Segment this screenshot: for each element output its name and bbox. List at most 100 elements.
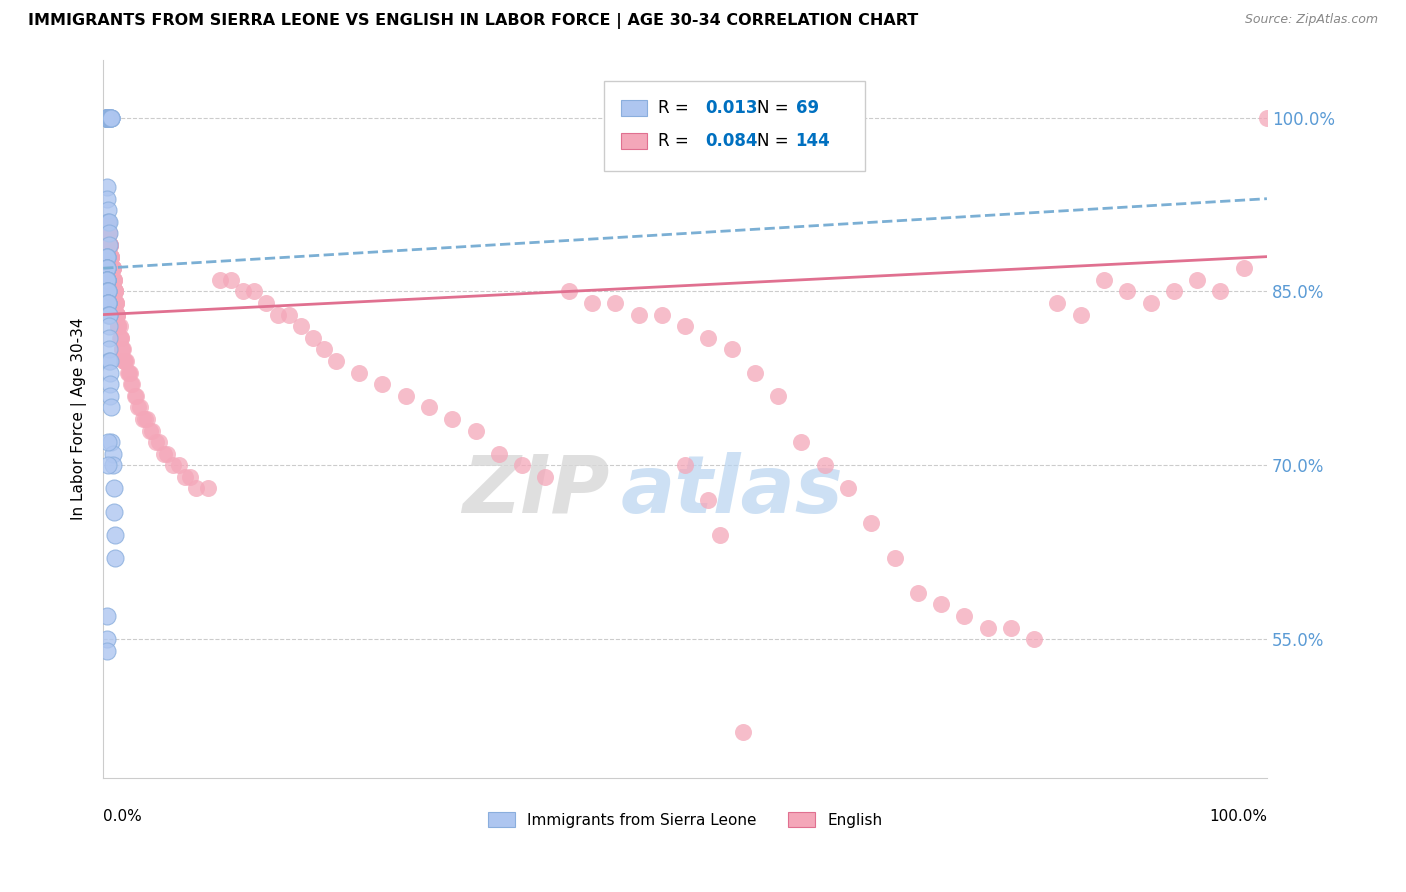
Text: R =: R =	[658, 99, 695, 117]
Point	[104, 285, 127, 299]
Point	[107, 319, 129, 334]
Point	[156, 447, 179, 461]
Point	[97, 285, 120, 299]
Point	[96, 273, 118, 287]
Point	[1024, 632, 1046, 647]
Point	[162, 458, 184, 473]
Text: 100.0%: 100.0%	[1209, 809, 1267, 824]
Point	[101, 458, 124, 473]
Point	[110, 331, 132, 345]
Point	[883, 551, 905, 566]
Point	[325, 354, 347, 368]
Point	[112, 354, 135, 368]
Point	[129, 401, 152, 415]
Point	[720, 343, 742, 357]
Point	[104, 551, 127, 566]
Point	[97, 203, 120, 218]
Point	[94, 111, 117, 125]
Point	[96, 261, 118, 276]
Point	[907, 586, 929, 600]
Point	[790, 435, 813, 450]
Point	[97, 215, 120, 229]
Point	[96, 261, 118, 276]
Point	[114, 354, 136, 368]
Point	[96, 273, 118, 287]
Point	[100, 250, 122, 264]
Point	[117, 366, 139, 380]
Point	[96, 111, 118, 125]
Point	[118, 366, 141, 380]
Y-axis label: In Labor Force | Age 30-34: In Labor Force | Age 30-34	[72, 318, 87, 520]
Point	[98, 227, 121, 241]
Point	[105, 308, 128, 322]
Point	[100, 111, 122, 125]
Point	[97, 285, 120, 299]
Point	[96, 250, 118, 264]
Point	[418, 401, 440, 415]
Point	[557, 285, 579, 299]
Point	[101, 273, 124, 287]
Point	[96, 261, 118, 276]
Point	[139, 424, 162, 438]
Point	[98, 227, 121, 241]
Point	[929, 598, 952, 612]
Point	[1092, 273, 1115, 287]
Point	[953, 609, 976, 624]
Point	[100, 111, 122, 125]
Point	[605, 296, 627, 310]
Point	[651, 308, 673, 322]
Point	[1116, 285, 1139, 299]
Point	[148, 435, 170, 450]
Point	[98, 343, 121, 357]
Point	[124, 389, 146, 403]
Point	[98, 227, 121, 241]
Point	[371, 377, 394, 392]
Point	[697, 493, 720, 508]
Point	[134, 412, 156, 426]
Point	[152, 447, 174, 461]
Point	[98, 227, 121, 241]
Point	[100, 111, 122, 125]
Text: 0.0%: 0.0%	[103, 809, 142, 824]
Text: atlas: atlas	[621, 451, 844, 530]
Point	[107, 319, 129, 334]
Point	[1209, 285, 1232, 299]
Point	[96, 632, 118, 647]
Point	[94, 111, 117, 125]
Point	[96, 285, 118, 299]
Text: 0.084: 0.084	[704, 132, 758, 150]
Point	[118, 366, 141, 380]
Point	[347, 366, 370, 380]
Point	[96, 111, 118, 125]
Point	[208, 273, 231, 287]
Point	[103, 285, 125, 299]
Point	[534, 470, 557, 484]
Point	[145, 435, 167, 450]
Point	[96, 273, 118, 287]
Point	[1139, 296, 1161, 310]
Point	[97, 458, 120, 473]
Point	[100, 111, 122, 125]
Point	[173, 470, 195, 484]
Point	[104, 528, 127, 542]
Point	[97, 227, 120, 241]
Point	[98, 366, 121, 380]
Point	[98, 250, 121, 264]
Point	[103, 285, 125, 299]
Text: ZIP: ZIP	[463, 451, 609, 530]
Point	[97, 435, 120, 450]
Point	[101, 261, 124, 276]
Point	[94, 111, 117, 125]
Point	[395, 389, 418, 403]
Point	[179, 470, 201, 484]
Point	[136, 412, 159, 426]
FancyBboxPatch shape	[603, 81, 866, 171]
Point	[105, 296, 128, 310]
Text: R =: R =	[658, 132, 695, 150]
Point	[98, 238, 121, 252]
Legend: Immigrants from Sierra Leone, English: Immigrants from Sierra Leone, English	[479, 804, 890, 835]
Point	[104, 285, 127, 299]
Point	[112, 354, 135, 368]
Point	[673, 319, 696, 334]
Point	[101, 273, 124, 287]
